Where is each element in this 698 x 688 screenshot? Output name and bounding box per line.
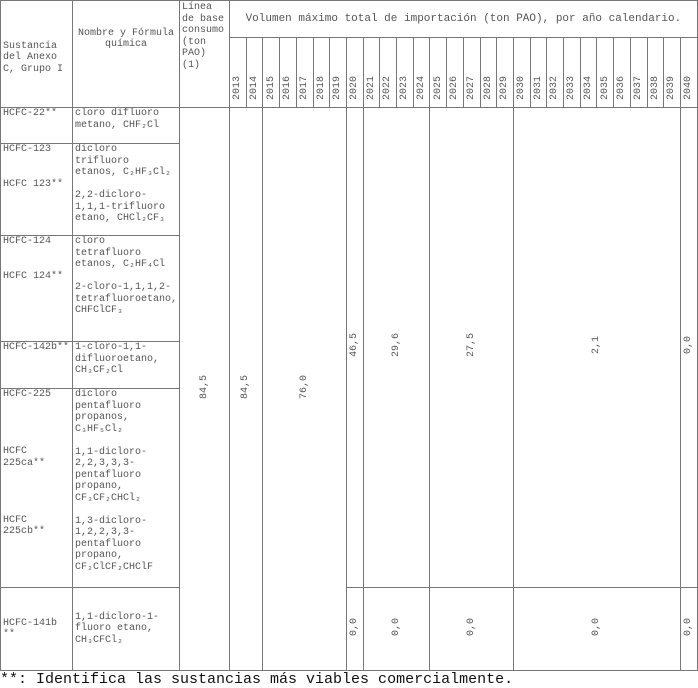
value-141b-2025-2029: 0,0 <box>429 587 514 671</box>
year-header: 2017 <box>295 37 314 108</box>
year-header: 2039 <box>663 37 681 108</box>
name-cell: dicloro trifluoro etanos, C₂HF₃Cl₂ 2,2-di… <box>72 143 180 236</box>
substance-code: HCFC-124 <box>3 236 52 248</box>
year-header: 2038 <box>646 37 665 108</box>
value-2040: 0,0 <box>679 107 698 588</box>
substance-cell: HCFC-141b ** <box>0 587 73 671</box>
year-header: 2033 <box>563 37 581 108</box>
import-quota-table: Sustancia del Anexo C, Grupo I Nombre y … <box>0 0 698 671</box>
substance-cell: HCFC-142b** <box>0 341 73 389</box>
year-header: 2028 <box>479 37 498 108</box>
substance-code: HCFC-225 <box>3 389 52 401</box>
value-141b-2020: 0,0 <box>345 587 364 671</box>
year-header: 2036 <box>613 37 631 108</box>
year-header: 2029 <box>496 37 514 108</box>
year-header: 2030 <box>512 37 531 108</box>
value-2021-2024: 29,6 <box>362 107 431 588</box>
value-141b-2030-2039: 0,0 <box>512 587 681 671</box>
chemical-name: 2-cloro-1,1,1,2-tetrafluoroetano, CHFClC… <box>75 282 178 316</box>
year-header: 2035 <box>596 37 615 108</box>
year-header: 2026 <box>446 37 464 108</box>
year-header: 2034 <box>579 37 598 108</box>
name-cell: dicloro pentafluoro propanos, C₃HF₅Cl₂ 1,… <box>72 388 180 588</box>
value-2020: 46,5 <box>345 107 364 588</box>
value-2030-2039: 2,1 <box>512 107 681 588</box>
substance-code: HCFC-123 <box>3 144 52 156</box>
chemical-name: cloro difluoro metano, CHF₂Cl <box>75 108 160 131</box>
year-header: 2020 <box>345 37 364 108</box>
chemical-name: dicloro pentafluoro propanos, C₃HF₅Cl₂ <box>75 389 142 435</box>
substance-code: HCFC-142b** <box>3 342 70 354</box>
substance-code: HCFC 225ca** <box>3 446 46 469</box>
chemical-name: dicloro trifluoro etanos, C₂HF₃Cl₂ <box>75 144 172 179</box>
value-2015-2019: 76,0 <box>262 107 347 671</box>
year-header: 2019 <box>329 37 347 108</box>
substance-cell: HCFC-225 HCFC 225ca** HCFC 225cb** <box>0 388 73 588</box>
chemical-name: 1,1-dicloro-2,2,3,3,3-pentafluoro propan… <box>75 446 148 504</box>
header-baseline: Línea de base consumo (ton PAO) (1) <box>179 0 230 108</box>
chemical-name: cloro tetrafluoro etanos, C₂HF₄Cl <box>75 236 166 271</box>
year-header: 2031 <box>529 37 548 108</box>
name-cell: cloro difluoro metano, CHF₂Cl <box>72 107 180 144</box>
baseline-value: 84,5 <box>179 107 230 671</box>
header-name: Nombre y Fórmula química <box>72 0 180 108</box>
substance-code: HCFC 225cb** <box>3 514 46 538</box>
chemical-name: 1,3-dicloro-1,2,2,3,3-pentafluoro propan… <box>75 515 154 573</box>
chemical-name: 1,1-dicloro-1-fluoro etano, CH₃CFCl₂ <box>75 611 160 646</box>
year-header: 2022 <box>379 37 398 108</box>
header-substance: Sustancia del Anexo C, Grupo I <box>0 0 73 108</box>
chemical-name: 1-cloro-1,1-difluoroetano, CH₃CF₂Cl <box>75 342 160 377</box>
value-141b-2021-2024: 0,0 <box>362 587 431 671</box>
year-header: 2040 <box>679 37 698 108</box>
chemical-name: 2,2-dicloro-1,1,1-trifluoro etano, CHCl₂… <box>75 190 166 224</box>
substance-code: HCFC 123** <box>3 178 64 190</box>
year-header: 2014 <box>245 37 264 108</box>
name-cell: 1,1-dicloro-1-fluoro etano, CH₃CFCl₂ <box>72 587 180 671</box>
year-header: 2025 <box>429 37 448 108</box>
substance-code: HCFC 124** <box>3 270 64 282</box>
substance-code: HCFC-22** <box>3 108 58 120</box>
substance-cell: HCFC-124 HCFC 124** <box>0 235 73 342</box>
substance-cell: HCFC-123 HCFC 123** <box>0 143 73 236</box>
year-header: 2021 <box>362 37 381 108</box>
year-header: 2018 <box>312 37 331 108</box>
year-header: 2013 <box>229 37 247 108</box>
year-header: 2016 <box>279 37 297 108</box>
header-volume: Volumen máximo total de importación (ton… <box>229 0 698 38</box>
year-header: 2023 <box>396 37 414 108</box>
year-header: 2027 <box>462 37 481 108</box>
substance-code: HCFC-141b ** <box>3 617 58 641</box>
year-header: 2032 <box>546 37 565 108</box>
substance-cell: HCFC-22** <box>0 107 73 144</box>
value-2013-2014: 84,5 <box>228 107 264 671</box>
footnote: **: Identifica las sustancias más viable… <box>0 671 514 688</box>
name-cell: cloro tetrafluoro etanos, C₂HF₄Cl 2-cloro… <box>72 235 180 342</box>
year-header: 2024 <box>412 37 431 108</box>
name-cell: 1-cloro-1,1-difluoroetano, CH₃CF₂Cl <box>72 341 180 389</box>
year-header: 2037 <box>629 37 648 108</box>
value-141b-2040: 0,0 <box>679 587 698 671</box>
year-header: 2015 <box>262 37 281 108</box>
value-2025-2029: 27,5 <box>429 107 514 588</box>
